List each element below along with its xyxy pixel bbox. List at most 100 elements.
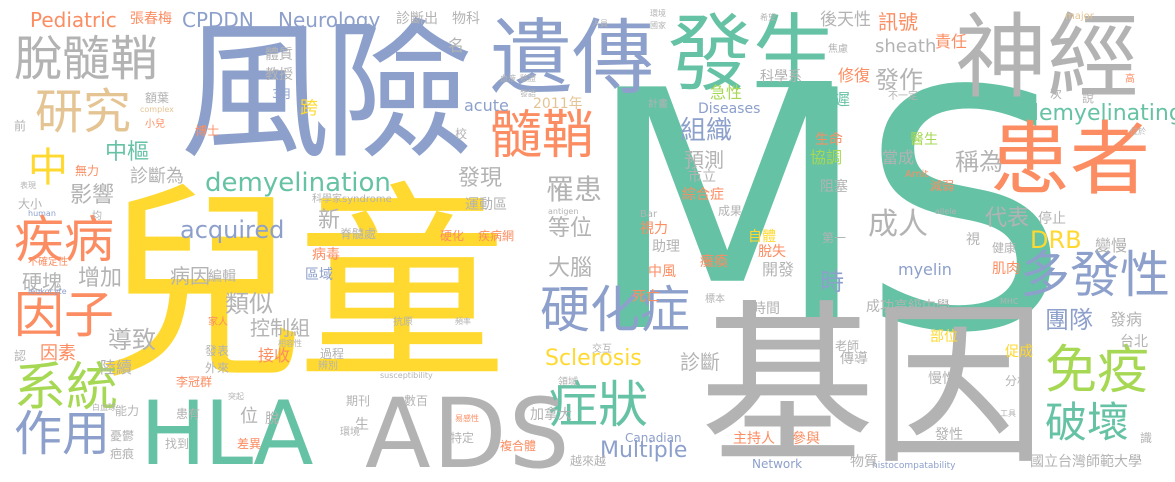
word-shi2: 視 [966, 232, 980, 248]
word-pohuai: 破壞 [1045, 398, 1130, 447]
word-ntnu: 國立台灣師範大學 [1030, 454, 1142, 470]
word-bianman: 變慢 [1095, 236, 1128, 255]
word-jiaren: 家人 [208, 317, 228, 328]
word-zhuli: 助理 [652, 239, 680, 255]
word-youyu: 憂鬱 [110, 429, 135, 443]
word-faxian: 發現 [458, 166, 503, 191]
word-chenggong: 成功高級中學 [866, 299, 950, 315]
word-weiyu: 位於 [1130, 127, 1146, 136]
word-xiaoer: 小兒 [145, 119, 165, 130]
word-fuhemei: 複合體 [500, 439, 537, 453]
word-jibing: 疾病 [14, 211, 114, 269]
word-jianadai: 加拿大 [530, 407, 572, 423]
word-cpddn: CPDDN [182, 8, 254, 32]
word-yanchi: 延遲 [818, 90, 851, 109]
word-xunhao: 訊號 [878, 10, 918, 34]
word-zeren: 責任 [935, 32, 968, 51]
word-jun: 均 [92, 211, 102, 222]
word-allele: allele [935, 207, 957, 216]
word-buyiding: 不一定 [888, 91, 918, 102]
word-tuosuiqiao: 脫髓鞘 [14, 31, 159, 87]
word-jiyin: 基因 [700, 286, 1046, 482]
word-jiaoliu: 交互 [592, 344, 612, 355]
word-zuoyong: 作用 [14, 406, 111, 462]
word-tuo: 脫 [265, 411, 279, 427]
word-ertong: 兒童 [95, 164, 507, 409]
word-lixuanqun: 李冠群 [176, 375, 213, 389]
word-major: major [1065, 11, 1094, 22]
word-shuo2: 發語 [520, 89, 536, 98]
word-suiqiao: 髓鞘 [490, 106, 595, 166]
word-jisuichu: 脊髓處 [340, 227, 377, 241]
word-mianyi: 免疫 [1045, 341, 1150, 401]
word-laoshi: 老師 [835, 339, 860, 353]
word-huanzhe: 患者 [990, 113, 1150, 206]
word-yisheng: 醫生 [910, 132, 938, 148]
word-fabing: 發病 [1110, 310, 1143, 329]
word-yuce: 預測 [684, 148, 724, 172]
word-wuke: 物科 [452, 11, 480, 27]
word-yuan3: 3月 [272, 87, 292, 101]
word-bingdu: 病毒 [312, 247, 340, 263]
word-yingkuai: 硬塊 [22, 270, 62, 294]
word-zhenduan: 診斷 [680, 350, 720, 374]
word-biaoxian: 表現 [20, 181, 36, 190]
word-dangcheng: 當成 [882, 148, 915, 167]
word-zuse: 阻塞 [820, 179, 848, 195]
word-xietiao: 協調 [810, 148, 843, 167]
word-renyuan: 人員 [592, 19, 608, 28]
word-zonghezheng: 綜合症 [682, 187, 724, 203]
word-tuoluo: 脫失 [758, 244, 786, 260]
word-zhong: 中 [28, 145, 68, 191]
word-huanyou: 患有 [176, 407, 201, 421]
word-zhangchunmei: 張春梅 [130, 11, 172, 27]
word-zengjia: 增加 [78, 266, 123, 291]
word-teding: 特定 [450, 431, 475, 445]
word-gao: 高 [1125, 74, 1135, 85]
word-eye: 額葉 [145, 91, 170, 105]
word-xueye: 血液 [500, 74, 516, 83]
word-buwei: 部位 [930, 329, 958, 345]
word-yanjiu: 研究 [35, 84, 132, 140]
word-kexuexi: 科學系 [760, 69, 802, 85]
word-zhenduanchu: 診斷出 [396, 11, 438, 27]
word-jiaodian: 焦慮 [828, 44, 848, 55]
word-yueyue: 越來越 [570, 454, 607, 468]
word-shiyan: 驗證 [520, 74, 536, 83]
word-shili2: 市立 [688, 169, 716, 185]
word-ci: 次 [1050, 87, 1063, 101]
word-bingyin: 病因 [170, 264, 210, 288]
word-bar: Bar [640, 209, 658, 220]
word-fabingx: 發性 [935, 427, 963, 443]
word-pinlu: 頻率 [455, 317, 471, 326]
word-wei: 位 [240, 406, 258, 427]
word-wuli: 無力 [75, 164, 100, 178]
word-bianshi: 辨別 [318, 361, 338, 372]
word-siwang: 死亡 [632, 289, 660, 305]
word-chuandao: 傳導 [840, 351, 868, 367]
word-kangyuan: 抗原 [393, 317, 413, 328]
word-shenjing: 神經 [955, 4, 1140, 111]
word-yundongqu: 運動區 [465, 197, 507, 213]
word-shi: 時 [820, 268, 844, 296]
word-xitong: 系統 [14, 358, 119, 418]
word-bahen: 疤痕 [110, 447, 135, 461]
word-lixu: 陸續 [100, 358, 133, 377]
word-zhongshu: 中樞 [105, 140, 150, 165]
word-lingyu: 領域 [558, 377, 578, 388]
word-jiankang: 健康 [992, 241, 1017, 255]
word-histocompatability: histocompatability [872, 461, 956, 471]
word-jianruo: 減弱 [930, 179, 955, 193]
word-hla: HLA [140, 382, 313, 482]
word-manxing: 慢性 [928, 371, 956, 387]
word-cankao: 參與 [792, 431, 820, 447]
word-yingxiang: 影響 [70, 183, 115, 208]
word-chengguo: 成果 [718, 204, 743, 218]
word-qikan: 期刊 [346, 394, 371, 408]
word-ren: 認 [14, 349, 27, 363]
word-diseases: Diseases [698, 101, 761, 117]
word-zhuchiren: 主持人 [733, 431, 775, 447]
word-myelin: myelin [898, 260, 952, 279]
word-huanjing: 環境 [340, 427, 360, 438]
word-drb: DRB [1030, 226, 1082, 254]
